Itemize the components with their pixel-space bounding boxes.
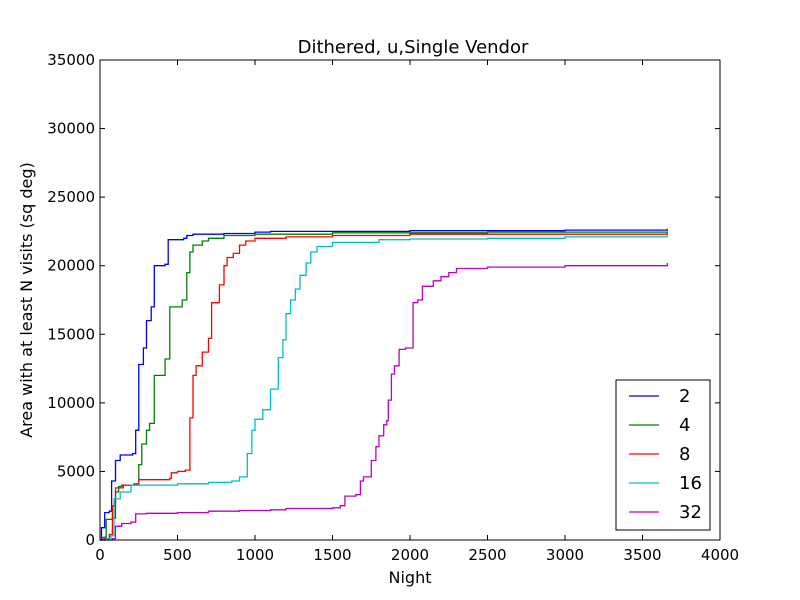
y-tick-label: 0 — [85, 531, 95, 549]
x-tick-label: 3500 — [623, 546, 661, 564]
x-tick-label: 0 — [95, 546, 105, 564]
chart-title: Dithered, u,Single Vendor — [298, 37, 529, 58]
series-line-4 — [100, 231, 668, 541]
y-tick-label: 25000 — [47, 188, 95, 206]
legend: 2 4 8 16 32 — [615, 379, 711, 531]
legend-label-8: 8 — [679, 444, 690, 465]
x-axis: 0 500 1000 1500 2000 2500 3000 3500 4000 — [95, 60, 739, 564]
y-axis-title: Area with at least N visits (sq deg) — [17, 162, 36, 438]
legend-box — [615, 379, 711, 531]
x-tick-label: 4000 — [701, 546, 739, 564]
y-axis: 0 5000 10000 15000 20000 25000 30000 35000 — [47, 51, 720, 549]
series-line-8 — [100, 232, 668, 541]
legend-label-16: 16 — [679, 473, 702, 494]
y-tick-label: 30000 — [47, 120, 95, 138]
x-tick-label: 1500 — [313, 546, 351, 564]
y-tick-label: 10000 — [47, 394, 95, 412]
x-tick-label: 1000 — [236, 546, 274, 564]
series-line-32 — [100, 263, 668, 541]
x-tick-label: 2000 — [391, 546, 429, 564]
legend-label-2: 2 — [679, 386, 690, 407]
x-tick-label: 3000 — [546, 546, 584, 564]
series-line-16 — [100, 235, 668, 541]
plot-area — [100, 228, 668, 541]
x-tick-label: 2500 — [468, 546, 506, 564]
x-axis-title: Night — [389, 568, 432, 587]
x-tick-label: 500 — [163, 546, 192, 564]
y-tick-label: 35000 — [47, 51, 95, 69]
legend-label-4: 4 — [679, 415, 690, 436]
y-tick-label: 20000 — [47, 257, 95, 275]
legend-label-32: 32 — [679, 502, 702, 523]
series-line-2 — [100, 228, 668, 541]
y-tick-label: 5000 — [57, 462, 95, 480]
y-tick-label: 15000 — [47, 325, 95, 343]
